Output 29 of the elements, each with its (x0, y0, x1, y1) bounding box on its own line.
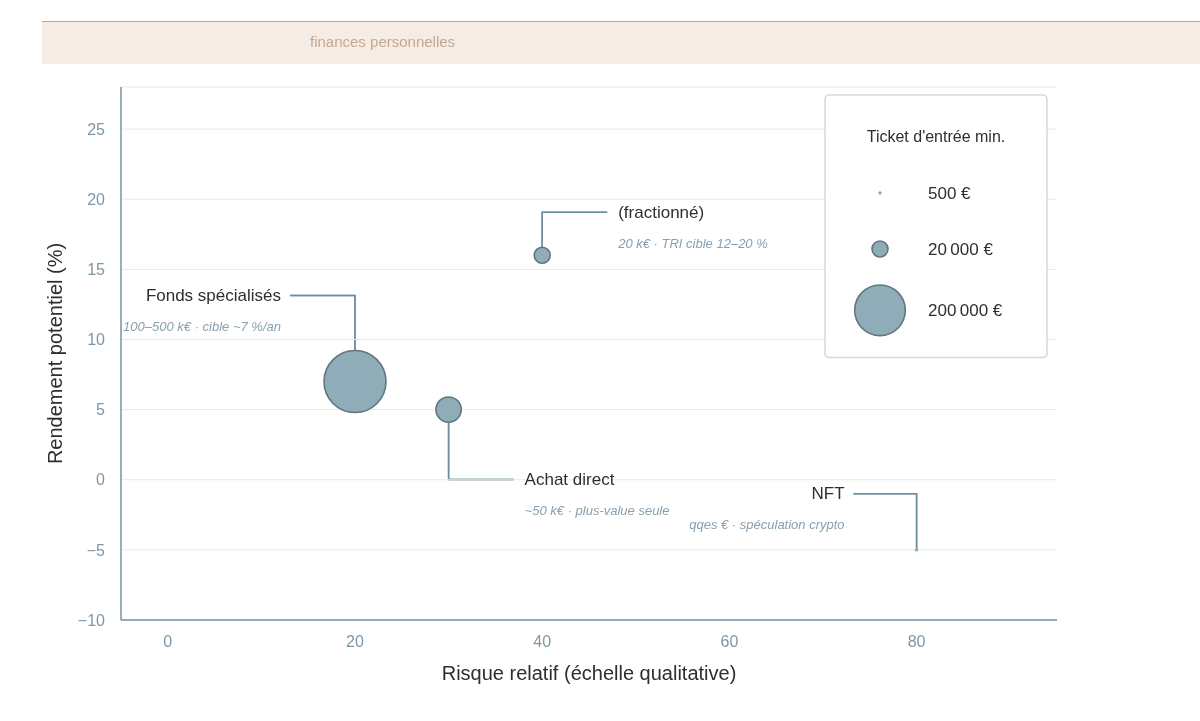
legend-title: Ticket d'entrée min. (866, 127, 1006, 145)
chart-subtitle: finances personnelles (310, 33, 456, 50)
annotation: qqes € · spéculation crypto (689, 517, 845, 533)
y-tick-label: 25 (87, 120, 106, 138)
legend-label: 500 € (928, 183, 972, 203)
annotation: NFT (811, 484, 845, 504)
annotation: Achat direct (524, 470, 615, 490)
annotation: ~50 k€ · plus-value seule (524, 503, 670, 519)
y-tick-label: 10 (87, 331, 106, 349)
annotation: 20 k€ · TRI cible 12–20 % (617, 235, 768, 251)
y-tick-label: 15 (87, 261, 106, 279)
x-tick-label: 80 (907, 633, 926, 651)
y-tick-label: 20 (87, 190, 106, 208)
x-tick-label: 40 (533, 633, 552, 651)
y-axis-title: Rendement potentiel (%) (44, 242, 66, 465)
annotation: 100–500 k€ · cible ~7 %/an (123, 319, 281, 335)
y-tick-label: −10 (77, 611, 106, 629)
legend-label: 20 000 € (928, 239, 994, 259)
header-band: finances personnelles (42, 21, 1200, 64)
annotation: Fonds spécialisés (145, 286, 281, 306)
x-tick-label: 60 (720, 633, 739, 651)
y-tick-label: −5 (86, 541, 106, 559)
y-tick-label: 5 (96, 401, 106, 419)
x-tick-label: 0 (163, 633, 173, 651)
x-tick-label: 20 (346, 633, 364, 651)
x-axis-title: Risque relatif (échelle qualitative) (441, 662, 737, 684)
legend-label: 200 000 € (928, 300, 1003, 320)
y-tick-label: 0 (96, 471, 106, 489)
annotation: (fractionné) (618, 202, 705, 222)
